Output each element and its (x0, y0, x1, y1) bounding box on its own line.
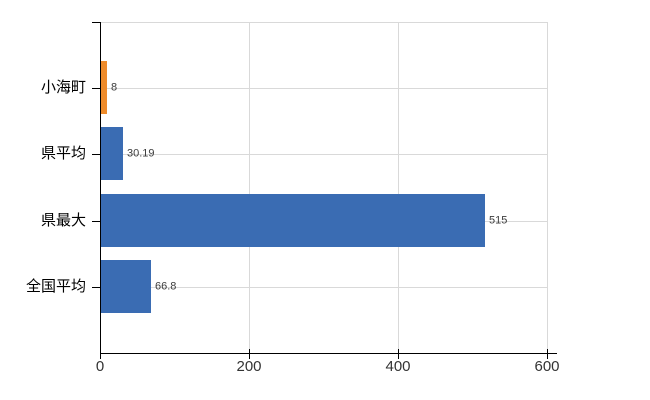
x-gridline-600 (547, 22, 548, 353)
row-gridline (101, 88, 547, 89)
x-axis-line (100, 353, 557, 354)
y-axis-tick (92, 221, 100, 222)
category-label: 全国平均 (25, 278, 86, 296)
y-axis-tick (92, 287, 100, 288)
x-tick-label: 200 (236, 358, 262, 375)
y-axis-tick (92, 88, 100, 89)
x-axis-tick (547, 349, 548, 359)
x-tick-label: 600 (534, 358, 560, 375)
bar-1 (101, 61, 107, 114)
plot-top-gridline (100, 22, 547, 23)
x-axis-tick (100, 349, 101, 359)
x-gridline-200 (249, 22, 250, 353)
y-axis-tick (92, 154, 100, 155)
bar-3 (101, 194, 485, 247)
x-tick-label: 400 (385, 358, 411, 375)
x-axis-tick (249, 349, 250, 359)
row-gridline (101, 287, 547, 288)
category-label: 県平均 (40, 145, 86, 163)
x-axis-tick (398, 349, 399, 359)
x-gridline-400 (398, 22, 399, 353)
row-gridline (101, 154, 547, 155)
value-label: 30.19 (127, 147, 155, 160)
y-axis-top-tick (92, 22, 100, 23)
y-axis-line (100, 22, 101, 353)
value-label: 8 (111, 81, 118, 94)
bar-4 (101, 260, 151, 313)
value-label: 515 (489, 214, 508, 227)
value-label: 66.8 (155, 280, 177, 293)
x-tick-label: 0 (95, 358, 105, 375)
bar-2 (101, 127, 123, 180)
category-label: 小海町 (40, 79, 86, 97)
category-label: 県最大 (40, 212, 86, 230)
